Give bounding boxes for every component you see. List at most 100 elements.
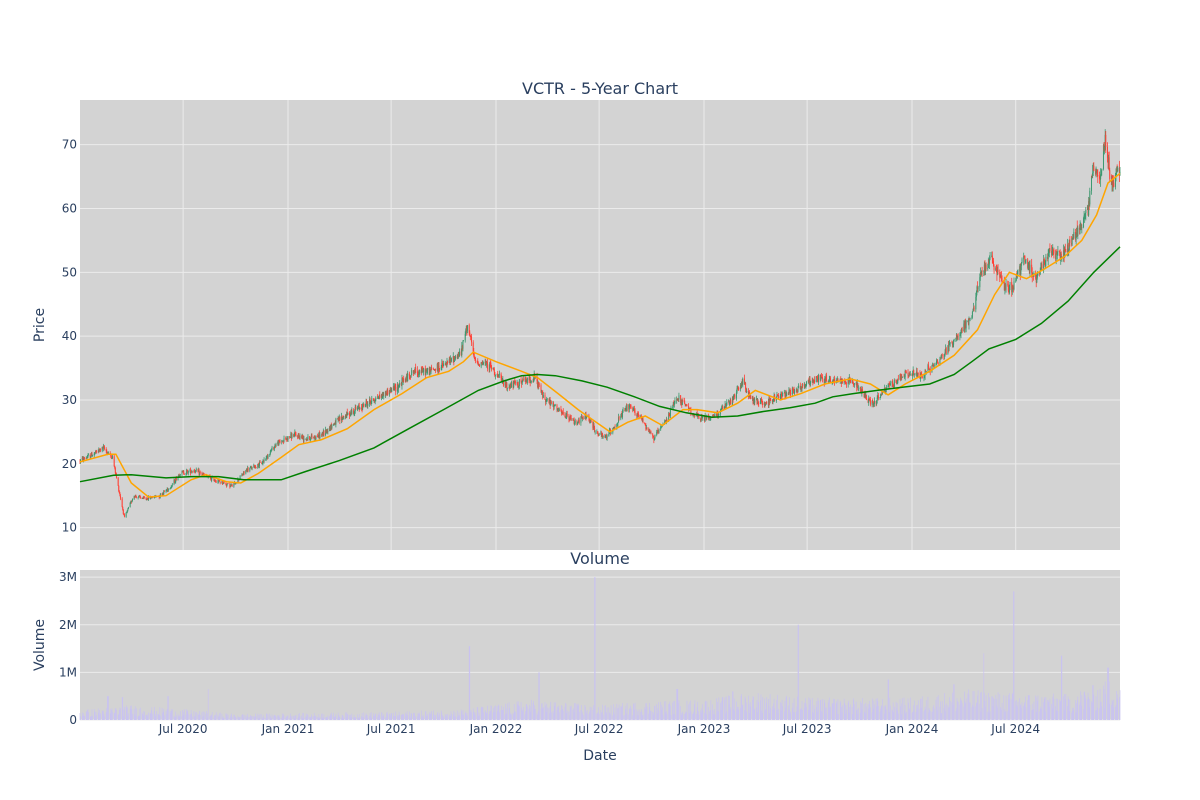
candle <box>777 395 779 397</box>
volume-bar <box>341 714 343 720</box>
candle <box>453 356 455 362</box>
candle <box>390 386 392 393</box>
volume-bar <box>814 708 815 720</box>
candle <box>317 434 319 438</box>
volume-bar <box>250 716 252 720</box>
candle <box>138 495 140 497</box>
volume-bar <box>592 710 594 720</box>
candle <box>953 338 955 342</box>
candle <box>241 473 243 477</box>
volume-bar <box>686 700 688 720</box>
candle <box>745 387 747 394</box>
volume-bar <box>618 704 620 720</box>
candle <box>290 432 292 441</box>
volume-bar <box>99 710 100 720</box>
volume-bar <box>234 716 236 720</box>
volume-bar <box>513 714 515 720</box>
volume-bar <box>882 699 883 720</box>
volume-bar <box>349 715 350 720</box>
volume-bar <box>896 708 897 720</box>
volume-bar <box>916 708 918 720</box>
volume-bar <box>430 714 431 720</box>
candle <box>949 341 951 347</box>
candle <box>460 348 462 356</box>
volume-bar <box>1023 703 1025 720</box>
candle <box>263 457 265 464</box>
volume-bar <box>173 715 175 720</box>
volume-bar <box>242 714 244 720</box>
volume-bar <box>533 700 534 720</box>
candle <box>467 325 469 334</box>
volume-bar <box>975 706 977 720</box>
candle <box>820 372 822 379</box>
volume-bar <box>283 715 285 720</box>
volume-bar <box>471 712 472 720</box>
volume-bar <box>657 708 659 720</box>
volume-bar <box>549 713 550 720</box>
volume-bar <box>725 696 727 720</box>
candle <box>189 468 191 473</box>
volume-bar <box>253 715 255 720</box>
candle <box>481 360 483 366</box>
volume-bar <box>517 701 519 720</box>
candle <box>1004 282 1006 291</box>
candle <box>242 473 244 476</box>
volume-bar <box>724 699 725 720</box>
candle <box>183 470 185 475</box>
candle <box>178 473 180 477</box>
candle <box>964 319 966 333</box>
candle <box>734 393 736 400</box>
volume-bar <box>550 712 552 720</box>
candle <box>98 448 100 452</box>
volume-bar <box>985 706 986 720</box>
volume-bar <box>973 706 974 720</box>
candle <box>131 500 133 503</box>
volume-bar <box>158 715 160 720</box>
candle <box>437 362 439 375</box>
volume-bar <box>299 716 301 720</box>
candle <box>223 481 225 484</box>
candle <box>291 432 293 439</box>
volume-bar <box>106 708 108 720</box>
volume-bar <box>186 711 188 720</box>
volume-bar <box>992 706 994 720</box>
candle <box>896 379 898 384</box>
volume-bar <box>925 700 927 720</box>
volume-bar <box>386 712 387 720</box>
candle <box>270 448 272 452</box>
volume-bar <box>765 709 766 720</box>
volume-bar <box>171 709 173 720</box>
volume-bar <box>833 702 835 720</box>
candle <box>987 257 989 268</box>
candle <box>955 337 957 342</box>
volume-bar <box>473 713 475 720</box>
candle <box>429 368 431 373</box>
volume-bar <box>842 705 843 720</box>
volume-bar <box>650 710 651 720</box>
candle <box>243 471 245 476</box>
volume-bar <box>327 715 329 720</box>
volume-bar <box>971 707 973 720</box>
volume-bar <box>480 707 482 720</box>
candle <box>440 364 442 371</box>
volume-bar <box>537 711 539 720</box>
volume-bar <box>322 717 324 720</box>
volume-bar <box>705 700 707 720</box>
volume-bar <box>465 711 467 720</box>
volume-bar <box>837 699 839 720</box>
volume-bar <box>754 708 756 720</box>
candle <box>435 368 437 374</box>
candle <box>86 455 88 459</box>
volume-bar <box>772 706 773 720</box>
volume-bar <box>359 717 361 720</box>
volume-bar <box>413 713 415 720</box>
candle <box>135 494 137 498</box>
volume-bar <box>482 707 484 720</box>
volume-bar <box>171 709 173 720</box>
candle <box>397 383 399 390</box>
candle <box>680 398 682 406</box>
volume-bar <box>177 713 179 720</box>
candle <box>744 381 746 385</box>
volume-bar <box>569 705 571 720</box>
volume-bar <box>1005 695 1007 720</box>
